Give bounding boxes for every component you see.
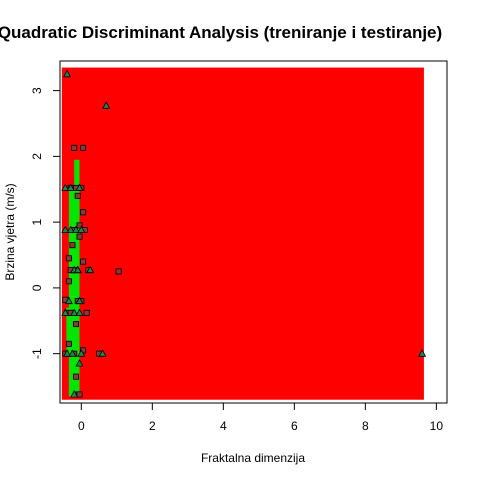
point-triangle (75, 308, 84, 316)
point-square (80, 209, 87, 216)
region-green (66, 159, 80, 397)
point-triangle (64, 296, 73, 305)
y-tick-label: 3 (30, 87, 44, 94)
point-triangle (71, 225, 81, 234)
point-triangle (75, 359, 84, 367)
point-square (74, 192, 81, 199)
point-triangle (77, 225, 86, 234)
x-axis-label: Fraktalna dimenzija (201, 451, 305, 465)
point-triangle (66, 183, 75, 191)
point-triangle (61, 225, 70, 234)
y-axis-label: Brzina vjetra (m/s) (3, 183, 17, 280)
point-triangle (70, 389, 79, 398)
point-square (83, 309, 90, 316)
point-square (65, 340, 72, 347)
point-triangle (418, 349, 427, 357)
point-square (71, 144, 78, 151)
point-square (72, 373, 79, 380)
point-triangle (70, 308, 79, 316)
x-tick-label: 4 (220, 419, 227, 433)
region-red (61, 67, 424, 400)
x-tick-label: 10 (430, 419, 444, 433)
x-tick-label: 2 (149, 419, 156, 433)
point-square (115, 268, 122, 275)
point-triangle (102, 101, 111, 109)
point-triangle (73, 265, 82, 274)
point-triangle (63, 69, 72, 78)
point-triangle (68, 349, 77, 357)
point-triangle (63, 349, 72, 357)
point-square (80, 144, 87, 151)
y-tick-label: 1 (30, 218, 44, 225)
point-square (76, 233, 83, 240)
point-square (72, 321, 79, 328)
point-triangle (86, 265, 95, 274)
point-triangle (75, 296, 84, 305)
x-tick-label: 6 (291, 419, 298, 433)
x-tick-label: 8 (362, 419, 369, 433)
x-tick-label: 0 (78, 419, 85, 433)
chart-title: Quadratic Discriminant Analysis (trenira… (0, 23, 442, 42)
point-square (69, 242, 76, 249)
data-points (61, 69, 427, 398)
point-triangle (66, 225, 75, 234)
point-triangle (61, 183, 70, 191)
point-triangle (77, 349, 86, 357)
point-square (76, 222, 83, 229)
y-tick-label: -1 (30, 348, 44, 359)
decision-regions (61, 67, 424, 400)
y-tick-label: 0 (30, 284, 44, 291)
point-triangle (75, 183, 84, 191)
point-square (76, 391, 83, 398)
point-square (80, 258, 87, 265)
point-square (65, 255, 72, 262)
x-axis: 0 2 4 6 8 10 (78, 402, 444, 433)
point-square (65, 278, 72, 285)
point-triangle (98, 349, 107, 357)
y-tick-label: 2 (30, 153, 44, 160)
y-axis: -1 0 1 2 3 (30, 87, 61, 359)
point-triangle (61, 308, 70, 316)
